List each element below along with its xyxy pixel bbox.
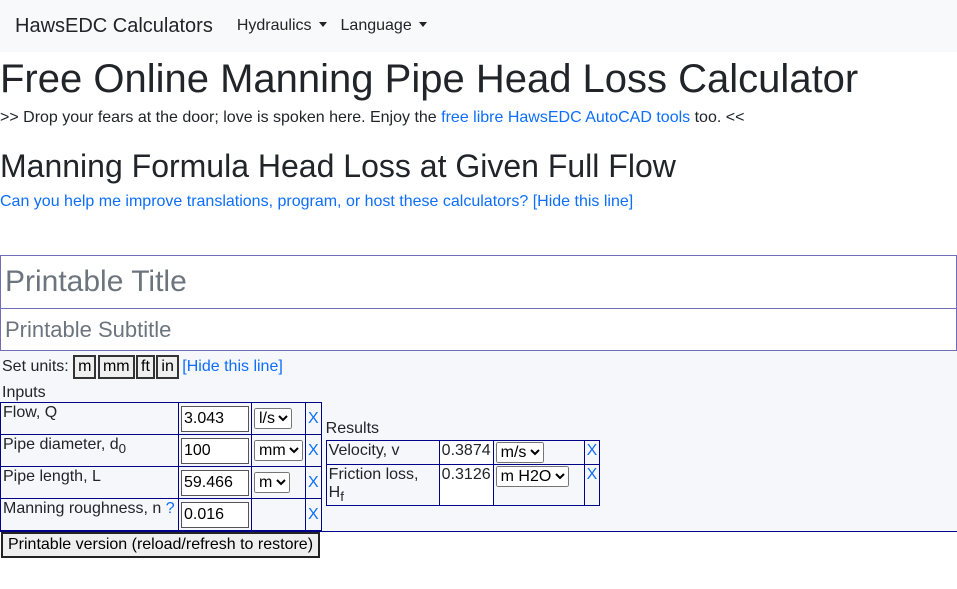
unit-cell: l/s — [251, 402, 306, 435]
help-line: Can you help me improve translations, pr… — [0, 193, 957, 211]
help-link[interactable]: ? — [165, 500, 175, 517]
value-cell — [178, 466, 252, 499]
unit-select[interactable]: m H2O — [495, 466, 569, 487]
unit-button[interactable]: mm — [97, 355, 135, 379]
clear-cell: X — [583, 463, 601, 507]
field-label: Flow, Q — [3, 404, 58, 421]
label-cell: Flow, Q — [0, 402, 179, 435]
result-row: Friction loss, Hf 0.3126 m H2O X — [325, 463, 601, 507]
unit-cell: mm — [251, 434, 306, 467]
units-label: Set units: — [2, 358, 69, 375]
field-label: Friction loss, H — [328, 466, 419, 501]
tagline-text: >> Drop your fears at the door; love is … — [0, 109, 437, 126]
clear-link[interactable]: X — [308, 409, 319, 427]
label-cell: Manning roughness, n ? — [0, 498, 179, 531]
input-row: Pipe diameter, d0 mm X — [0, 434, 322, 467]
value-input[interactable] — [181, 470, 249, 496]
input-row: Pipe length, L mX — [0, 466, 322, 499]
units-bar: Set units: m mm ft in [Hide this line] — [0, 351, 957, 379]
navbar: HawsEDC Calculators Hydraulics Language — [0, 0, 957, 52]
unit-select[interactable]: mm — [254, 440, 303, 461]
page-title: Free Online Manning Pipe Head Loss Calcu… — [0, 57, 859, 101]
clear-link[interactable]: X — [586, 442, 598, 459]
value-cell — [178, 434, 252, 467]
menu[interactable]: Hydraulics — [237, 17, 327, 35]
calculator-title: Manning Formula Head Loss at Given Full … — [0, 148, 676, 184]
unit-cell: m — [251, 466, 306, 499]
unit-select[interactable]: l/s — [254, 408, 292, 429]
clear-cell: X — [305, 498, 322, 531]
field-label: Manning roughness, n — [3, 500, 162, 517]
calculator: Set units: m mm ft in [Hide this line] I… — [0, 255, 957, 532]
unit-select[interactable]: m/s — [495, 442, 544, 463]
brand[interactable]: HawsEDC Calculators — [15, 14, 213, 37]
field-label: Pipe length, L — [3, 468, 101, 485]
result-row: Velocity, v 0.3874 m/s X — [325, 440, 601, 465]
result-value: 0.3126 — [438, 463, 494, 507]
help-link[interactable]: Can you help me improve translations, pr… — [0, 193, 529, 210]
unit-button[interactable]: m — [73, 355, 97, 379]
tagline: >> Drop your fears at the door; love is … — [0, 109, 957, 127]
input-row: Manning roughness, n ? X — [0, 498, 322, 531]
hide-link[interactable]: [Hide this line] — [182, 358, 283, 375]
value-input[interactable] — [181, 502, 249, 528]
results-block: Results Velocity, v 0.3874 m/s X Friction lo… — [325, 402, 601, 507]
label-cell: Pipe length, L — [0, 466, 179, 499]
value-input[interactable] — [181, 438, 249, 464]
menu[interactable]: Language — [341, 17, 427, 35]
printable-subtitle[interactable] — [0, 309, 957, 351]
print-button[interactable]: Printable version (reload/refresh to res… — [1, 532, 321, 558]
hide-link[interactable]: [Hide this line] — [532, 193, 634, 210]
results-table: Velocity, v 0.3874 m/s X Friction loss, Hf 0.… — [325, 440, 601, 507]
tools-link[interactable]: free libre HawsEDC AutoCAD tools — [441, 109, 691, 126]
clear-cell: X — [305, 434, 322, 467]
result-value: 0.3874 — [438, 440, 494, 465]
field-label: Velocity, v — [328, 442, 400, 459]
clear-link[interactable]: X — [308, 505, 319, 523]
label-cell: Pipe diameter, d0 — [0, 434, 179, 467]
clear-link[interactable]: X — [308, 473, 319, 491]
results-heading: Results — [325, 420, 380, 437]
clear-cell: X — [305, 466, 322, 499]
unit-cell: m H2O — [492, 463, 585, 507]
unit-button[interactable]: ft — [136, 355, 155, 379]
unit-select[interactable]: m — [254, 472, 290, 493]
unit-cell: m/s — [492, 440, 585, 465]
clear-link[interactable]: X — [586, 466, 598, 483]
printable-title[interactable] — [0, 255, 957, 309]
field-label: Pipe diameter, d — [3, 436, 119, 453]
clear-cell: X — [583, 440, 601, 465]
subscript: f — [340, 489, 344, 505]
label-cell: Friction loss, Hf — [325, 463, 440, 507]
unit-cell — [251, 498, 306, 531]
input-row: Flow, Q l/s X — [0, 402, 322, 435]
label-cell: Velocity, v — [325, 440, 440, 465]
value-input[interactable] — [181, 406, 249, 432]
value-cell — [178, 402, 252, 435]
clear-cell: X — [305, 402, 322, 435]
value-cell — [178, 498, 252, 531]
clear-link[interactable]: X — [308, 441, 319, 459]
unit-button[interactable]: in — [156, 355, 179, 379]
inputs-heading: Inputs — [2, 384, 46, 401]
subscript: 0 — [118, 441, 127, 457]
tagline-text: too. << — [694, 109, 745, 126]
